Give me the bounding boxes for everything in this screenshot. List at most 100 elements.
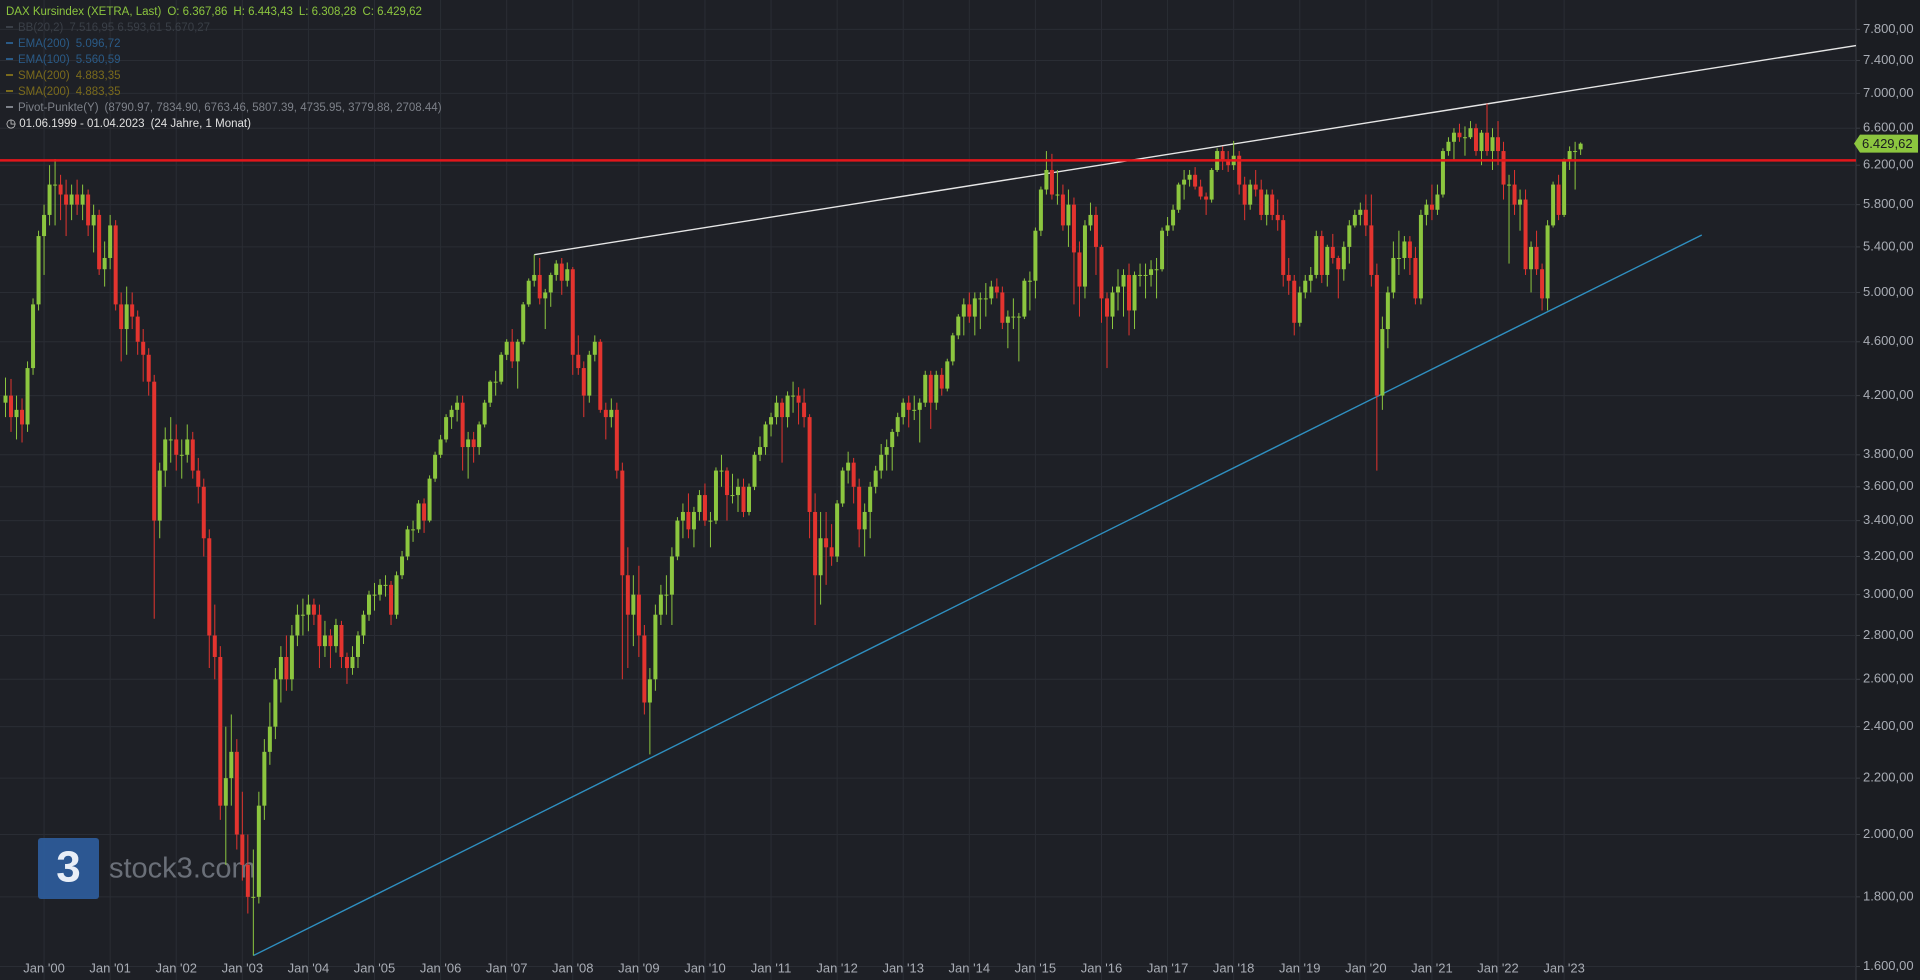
candle-body [278, 656, 283, 680]
candle-body [306, 604, 311, 615]
candle-body [58, 184, 63, 195]
candle-body [1391, 257, 1396, 293]
candle-body [366, 594, 371, 615]
candle-body [956, 316, 961, 336]
candle-body [229, 751, 234, 779]
candle-body [86, 194, 91, 226]
y-tick-label: 3.600,00 [1863, 478, 1914, 493]
candle-body [1292, 280, 1297, 323]
candle-body [113, 225, 118, 305]
indicator: SMA(200) 4.883,35 [6, 84, 448, 100]
candle-body [1507, 184, 1512, 186]
y-tick-label: 7.800,00 [1863, 21, 1914, 36]
candle-body [989, 286, 994, 299]
candle-body [708, 520, 713, 522]
candle-body [1457, 132, 1462, 138]
candle-body [201, 486, 206, 539]
x-tick-label: Jan '17 [1147, 960, 1189, 975]
instrument-title: DAX Kursindex (XETRA, Last) [6, 6, 162, 18]
candle-body [251, 896, 256, 898]
candle-body [521, 304, 526, 342]
candle-body [245, 864, 250, 897]
candle-body [1325, 246, 1330, 275]
candle-body [25, 368, 30, 425]
x-tick-label: Jan '06 [420, 960, 462, 975]
candle-body [829, 547, 834, 557]
candle-body [526, 280, 531, 305]
candle-body [1286, 274, 1291, 281]
candle-body [1540, 269, 1545, 299]
candle-body [350, 656, 355, 669]
candle-body [300, 614, 305, 616]
candle-body [824, 538, 829, 548]
period-span: (24 Jahre, 1 Monat) [150, 118, 251, 130]
candle-body [196, 470, 201, 487]
candle-body [906, 402, 911, 410]
candle-body [422, 503, 427, 521]
candle-body [322, 635, 327, 647]
x-tick-label: Jan '09 [618, 960, 660, 975]
candle-body [234, 751, 239, 835]
candle-body [1490, 137, 1495, 152]
candle-body [647, 679, 652, 703]
candle-body [934, 374, 939, 403]
candle-body [1226, 160, 1231, 166]
candles [3, 103, 1583, 956]
candle-body [284, 656, 289, 680]
trendline [253, 234, 1703, 957]
candle-body [438, 439, 443, 455]
y-tick-label: 5.400,00 [1863, 238, 1914, 253]
candle-body [631, 594, 636, 615]
y-tick-label: 2.000,00 [1863, 826, 1914, 841]
candle-body [1193, 174, 1198, 187]
candle-body [190, 439, 195, 471]
candle-body [295, 614, 300, 636]
indicator-value: 7.516,95 6.593,61 5.670,27 [69, 22, 211, 34]
candle-body [796, 395, 801, 403]
x-tick-label: Jan '14 [949, 960, 991, 975]
candle-body [1529, 246, 1534, 270]
candle-body [1523, 199, 1528, 270]
candle-body [256, 805, 261, 897]
candle-body [1171, 209, 1176, 226]
x-tick-label: Jan '16 [1081, 960, 1123, 975]
candle-body [400, 556, 405, 576]
y-tick-label: 5.800,00 [1863, 196, 1914, 211]
indicator-swatch [6, 106, 13, 108]
candle-body [9, 395, 14, 418]
candle-body [713, 470, 718, 521]
candle-body [1121, 274, 1126, 287]
candle-body [317, 614, 322, 647]
candle-body [680, 511, 685, 521]
candle-body [625, 575, 630, 615]
last-price-label: 6.429,62 [1862, 136, 1913, 151]
period-row: ◷ 01.06.1999 - 01.04.2023 (24 Jahre, 1 Mo… [6, 118, 251, 130]
price-axis-area [1856, 0, 1920, 980]
candle-body [466, 439, 471, 448]
candle-body [735, 486, 740, 496]
candle-body [1496, 137, 1501, 152]
candle-body [289, 635, 294, 680]
header-row: DAX Kursindex (XETRA, Last) O: 6.367,86 H:… [6, 4, 448, 20]
candle-body [1000, 292, 1005, 323]
candle-body [1402, 241, 1407, 258]
indicator-name: BB(20,2) [18, 22, 64, 34]
candle-body [1237, 155, 1242, 185]
candle-body [405, 529, 410, 557]
candle-body [1451, 132, 1456, 142]
watermark: 3 stock3.com [38, 838, 256, 899]
candle-body [945, 361, 950, 389]
candle-body [1253, 184, 1258, 190]
candle-body [427, 478, 432, 521]
candle-body [1165, 225, 1170, 231]
y-tick-label: 2.200,00 [1863, 770, 1914, 785]
candle-body [482, 402, 487, 425]
candle-body [1385, 292, 1390, 330]
y-tick-label: 3.400,00 [1863, 512, 1914, 527]
candle-body [207, 538, 212, 636]
x-tick-label: Jan '08 [552, 960, 594, 975]
candle-body [1138, 274, 1143, 276]
candle-body [218, 656, 223, 806]
candle-body [1545, 225, 1550, 299]
candle-body [333, 624, 338, 647]
